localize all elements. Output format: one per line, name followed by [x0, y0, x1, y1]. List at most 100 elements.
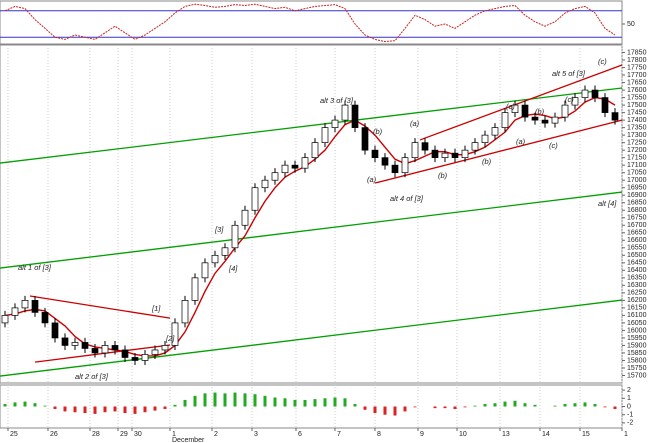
candle-body — [471, 142, 479, 151]
trendline — [0, 191, 623, 269]
candle-body — [431, 149, 439, 159]
annotation: alt 5 of [3] — [552, 69, 586, 78]
y-tick-label: 16250 — [627, 290, 647, 297]
x-tick-label: 3 — [254, 431, 258, 438]
y-tick-label: 16600 — [627, 237, 647, 244]
candle-body — [331, 119, 339, 128]
histogram-bar — [473, 405, 477, 407]
histogram-bar — [593, 404, 597, 407]
histogram-bar — [223, 393, 227, 407]
y-tick-label: 15700 — [627, 372, 647, 379]
candle-body — [191, 277, 199, 301]
x-tick-label: 1 — [624, 431, 628, 438]
x-tick-label: 6 — [298, 431, 302, 438]
y-tick-label: -1 — [627, 412, 633, 419]
x-tick-label: 8 — [377, 431, 381, 438]
y-tick-label: 15800 — [627, 357, 647, 364]
y-tick-label: 16150 — [627, 305, 647, 312]
y-tick-label: 16950 — [627, 185, 647, 192]
candle-body — [251, 187, 259, 211]
y-tick-label: 16400 — [627, 267, 647, 274]
histogram-bar — [383, 406, 387, 415]
candle-body — [241, 209, 249, 226]
histogram-bar — [503, 401, 507, 407]
annotation: alt 2 of [3] — [75, 372, 109, 381]
histogram-bar — [573, 403, 577, 407]
candle-body — [151, 349, 159, 355]
annotation: [2] — [165, 334, 175, 343]
y-tick-label: 16000 — [627, 327, 647, 334]
y-tick-label: 17600 — [627, 87, 647, 94]
y-tick-label: 16850 — [627, 200, 647, 207]
annotation: (c) — [565, 95, 574, 104]
candle-body — [361, 127, 369, 151]
histogram-bar — [203, 393, 207, 407]
y-tick-label: 0 — [627, 403, 631, 410]
candle-body — [451, 152, 459, 159]
y-tick-label: 17650 — [627, 79, 647, 86]
candle-body — [321, 127, 329, 143]
x-tick-label: 13 — [502, 431, 510, 438]
candle-body — [271, 172, 279, 181]
y-tick-label: 16650 — [627, 230, 647, 237]
trendline — [0, 87, 623, 164]
candle-body — [611, 112, 619, 121]
histogram-bar — [613, 406, 617, 409]
price-panel — [0, 44, 623, 384]
y-tick-label: 2 — [627, 387, 631, 394]
candle-body — [351, 104, 359, 128]
candle-body — [491, 127, 499, 136]
candle-body — [141, 354, 149, 361]
y-tick-label: 17400 — [627, 117, 647, 124]
histogram-bar — [53, 406, 57, 409]
histogram-bar — [143, 406, 147, 413]
x-tick-label: 26 — [50, 431, 58, 438]
y-tick-label: 16350 — [627, 275, 647, 282]
x-tick-label: 2 — [214, 431, 218, 438]
histogram-bar — [73, 406, 77, 413]
histogram-bar — [453, 406, 457, 409]
candle-body — [501, 112, 509, 128]
annotation: (c) — [549, 141, 558, 150]
candle-body — [541, 119, 549, 124]
x-tick-label: 29 — [120, 431, 128, 438]
y-tick-label: 17150 — [627, 155, 647, 162]
candle-body — [301, 157, 309, 169]
y-tick-label: 16100 — [627, 312, 647, 319]
candle-body — [161, 345, 169, 351]
candle-body — [261, 179, 269, 189]
histogram-bar — [443, 406, 447, 409]
histogram-bar — [333, 397, 337, 407]
histogram-bar — [323, 398, 327, 407]
candle-body — [571, 97, 579, 106]
histogram-bar — [103, 406, 107, 413]
x-tick-label: 10 — [459, 431, 467, 438]
histogram-bar — [173, 404, 177, 407]
candle-body — [441, 152, 449, 159]
histogram-bar — [123, 406, 127, 414]
histogram-panel — [0, 384, 623, 429]
histogram-bar — [553, 405, 557, 407]
histogram-bar — [153, 406, 157, 411]
annotation: (b) — [438, 171, 448, 180]
histogram-bar — [13, 402, 17, 407]
y-tick-label: 17250 — [627, 139, 647, 146]
y-tick-label: 17850 — [627, 49, 647, 56]
y-tick-label: 17200 — [627, 147, 647, 154]
histogram-bar — [463, 406, 467, 408]
y-tick-label: 17750 — [627, 64, 647, 71]
x-tick-label: 28 — [92, 431, 100, 438]
histogram-bar — [413, 406, 417, 408]
y-tick-label: 16550 — [627, 245, 647, 252]
candle-body — [511, 104, 519, 113]
histogram-bar — [363, 406, 367, 410]
histogram-bar — [313, 399, 317, 407]
candle-body — [381, 157, 389, 166]
histogram-bar — [183, 399, 187, 407]
histogram-bar — [3, 404, 7, 407]
histogram-bar — [113, 406, 117, 412]
annotation: (a) — [410, 119, 420, 128]
histogram-bar — [83, 406, 87, 414]
histogram-bar — [213, 392, 217, 407]
